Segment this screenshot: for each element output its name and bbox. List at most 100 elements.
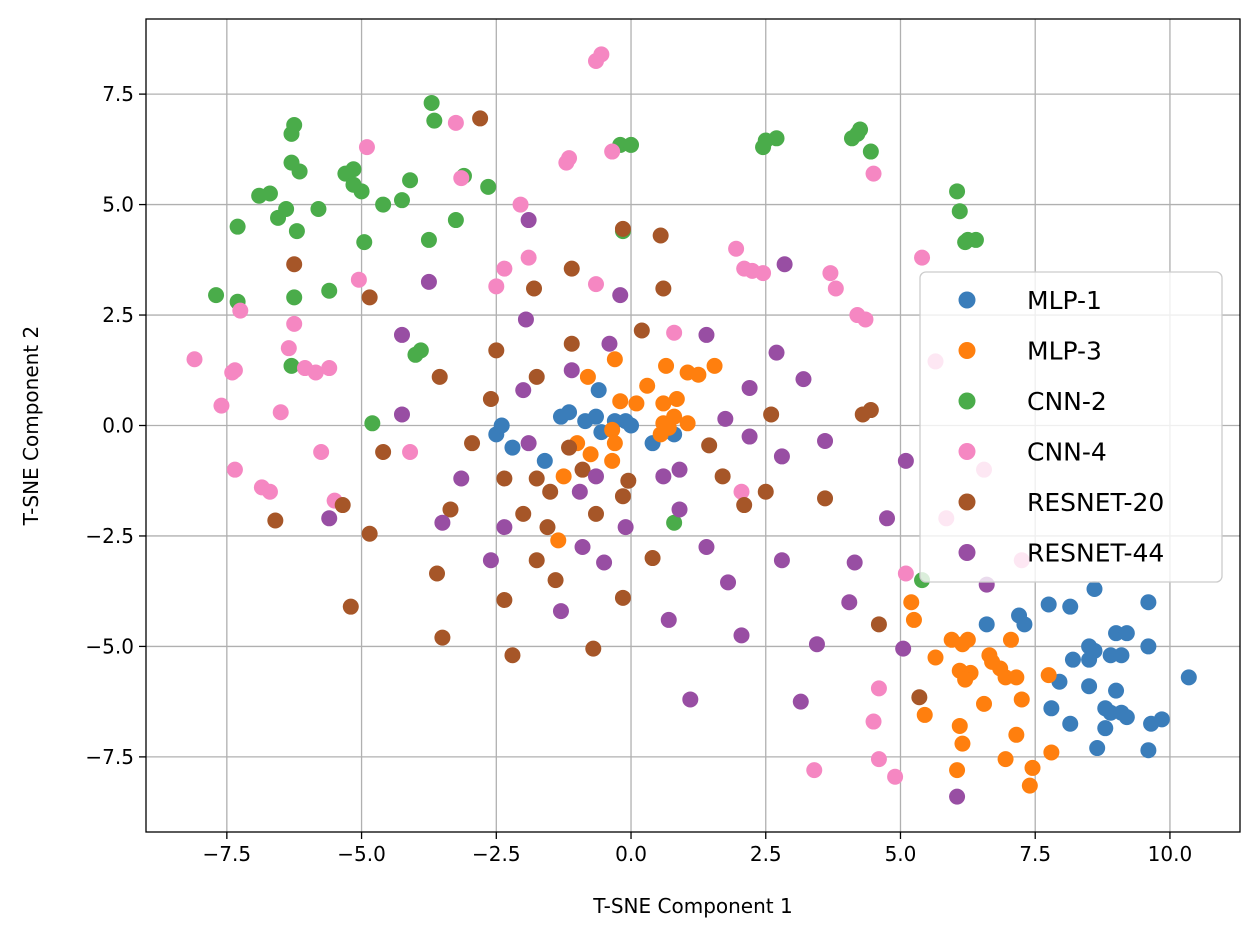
data-point-cnn-2 bbox=[402, 172, 419, 189]
data-point-cnn-2 bbox=[375, 196, 392, 213]
data-point-mlp-1 bbox=[1043, 700, 1060, 717]
data-point-resnet-20 bbox=[472, 110, 489, 127]
data-point-resnet-20 bbox=[633, 322, 650, 339]
data-point-cnn-4 bbox=[897, 565, 914, 582]
data-point-resnet-44 bbox=[776, 256, 793, 273]
data-point-cnn-4 bbox=[865, 713, 882, 730]
data-point-resnet-44 bbox=[515, 382, 532, 399]
data-point-mlp-3 bbox=[1021, 777, 1038, 794]
data-point-resnet-20 bbox=[736, 497, 753, 514]
data-point-cnn-4 bbox=[313, 444, 330, 461]
axis-ticks: −7.5 −5.0 −2.5 0.0 2.5 5.0 7.5 10.0 −7.5 −5.0 −2.5… bbox=[85, 82, 1192, 866]
data-point-resnet-44 bbox=[420, 273, 437, 290]
data-point-resnet-44 bbox=[733, 627, 750, 644]
data-point-resnet-20 bbox=[361, 525, 378, 542]
data-point-resnet-20 bbox=[587, 505, 604, 522]
x-tick-label: 5.0 bbox=[885, 842, 917, 866]
data-point-cnn-4 bbox=[321, 360, 338, 377]
data-point-cnn-2 bbox=[288, 223, 305, 240]
data-point-cnn-4 bbox=[261, 483, 278, 500]
data-point-cnn-4 bbox=[755, 265, 772, 282]
data-point-mlp-1 bbox=[1153, 711, 1170, 728]
data-point-mlp-3 bbox=[916, 706, 933, 723]
data-point-mlp-1 bbox=[493, 417, 510, 434]
data-point-cnn-4 bbox=[870, 751, 887, 768]
data-point-cnn-4 bbox=[865, 165, 882, 182]
data-point-resnet-20 bbox=[911, 689, 928, 706]
data-point-resnet-20 bbox=[757, 483, 774, 500]
data-point-mlp-1 bbox=[1140, 594, 1157, 611]
data-point-mlp-3 bbox=[606, 351, 623, 368]
data-point-cnn-4 bbox=[870, 680, 887, 697]
data-point-resnet-44 bbox=[795, 371, 812, 388]
data-point-mlp-1 bbox=[587, 408, 604, 425]
data-point-mlp-1 bbox=[1108, 682, 1125, 699]
data-point-resnet-20 bbox=[434, 629, 451, 646]
data-point-resnet-44 bbox=[841, 594, 858, 611]
legend-marker bbox=[958, 493, 976, 511]
data-point-mlp-3 bbox=[997, 751, 1014, 768]
data-point-cnn-2 bbox=[321, 282, 338, 299]
legend-label: MLP-1 bbox=[1027, 286, 1102, 315]
data-point-mlp-1 bbox=[1016, 616, 1033, 633]
data-point-mlp-3 bbox=[976, 695, 993, 712]
data-point-resnet-20 bbox=[714, 468, 731, 485]
data-point-mlp-3 bbox=[1040, 667, 1057, 684]
data-point-resnet-20 bbox=[375, 444, 392, 461]
y-axis-label: T-SNE Component 2 bbox=[19, 326, 43, 526]
data-point-mlp-3 bbox=[1013, 691, 1030, 708]
data-point-resnet-44 bbox=[773, 552, 790, 569]
x-tick-label: 10.0 bbox=[1148, 842, 1193, 866]
data-point-cnn-4 bbox=[226, 461, 243, 478]
data-point-resnet-44 bbox=[596, 554, 613, 571]
x-tick-label: −5.0 bbox=[337, 842, 386, 866]
data-point-resnet-20 bbox=[342, 598, 359, 615]
data-point-resnet-44 bbox=[846, 554, 863, 571]
data-point-resnet-20 bbox=[817, 490, 834, 507]
data-points bbox=[186, 46, 1197, 805]
data-point-mlp-3 bbox=[612, 393, 629, 410]
legend-box bbox=[919, 271, 1223, 583]
data-point-resnet-44 bbox=[520, 435, 537, 452]
legend-marker bbox=[958, 342, 976, 359]
data-point-mlp-1 bbox=[1118, 709, 1135, 726]
data-point-mlp-3 bbox=[1008, 726, 1025, 743]
data-point-cnn-2 bbox=[278, 200, 295, 217]
data-point-resnet-20 bbox=[515, 505, 532, 522]
data-point-cnn-4 bbox=[561, 150, 578, 167]
data-point-cnn-2 bbox=[420, 231, 437, 248]
data-point-mlp-3 bbox=[690, 366, 707, 383]
data-point-mlp-3 bbox=[604, 452, 621, 469]
data-point-cnn-2 bbox=[447, 212, 464, 229]
data-point-cnn-4 bbox=[307, 364, 324, 381]
data-point-mlp-1 bbox=[1086, 580, 1103, 597]
data-point-resnet-44 bbox=[698, 326, 715, 343]
data-point-resnet-44 bbox=[671, 461, 688, 478]
data-point-cnn-2 bbox=[208, 287, 225, 304]
data-point-mlp-3 bbox=[660, 419, 677, 436]
x-axis-label: T-SNE Component 1 bbox=[592, 894, 792, 918]
data-point-cnn-4 bbox=[213, 397, 230, 414]
data-point-cnn-2 bbox=[480, 178, 497, 195]
data-point-mlp-3 bbox=[679, 415, 696, 432]
data-point-mlp-3 bbox=[579, 368, 596, 385]
data-point-resnet-44 bbox=[768, 344, 785, 361]
data-point-mlp-1 bbox=[1064, 651, 1081, 668]
data-point-cnn-4 bbox=[488, 278, 505, 295]
data-point-cnn-2 bbox=[852, 121, 869, 138]
data-point-mlp-1 bbox=[561, 404, 578, 421]
data-point-cnn-2 bbox=[666, 514, 683, 531]
data-point-cnn-4 bbox=[286, 315, 303, 332]
data-point-cnn-4 bbox=[512, 196, 529, 213]
data-point-mlp-3 bbox=[903, 594, 920, 611]
data-point-cnn-4 bbox=[857, 311, 874, 328]
data-point-resnet-44 bbox=[601, 335, 618, 352]
data-point-cnn-2 bbox=[310, 200, 327, 217]
data-point-mlp-3 bbox=[1043, 744, 1060, 761]
data-point-cnn-4 bbox=[587, 276, 604, 293]
y-tick-label: −5.0 bbox=[85, 634, 134, 658]
data-point-resnet-20 bbox=[539, 519, 556, 536]
data-point-resnet-44 bbox=[482, 552, 499, 569]
data-point-cnn-2 bbox=[951, 203, 968, 220]
data-point-resnet-44 bbox=[434, 514, 451, 531]
